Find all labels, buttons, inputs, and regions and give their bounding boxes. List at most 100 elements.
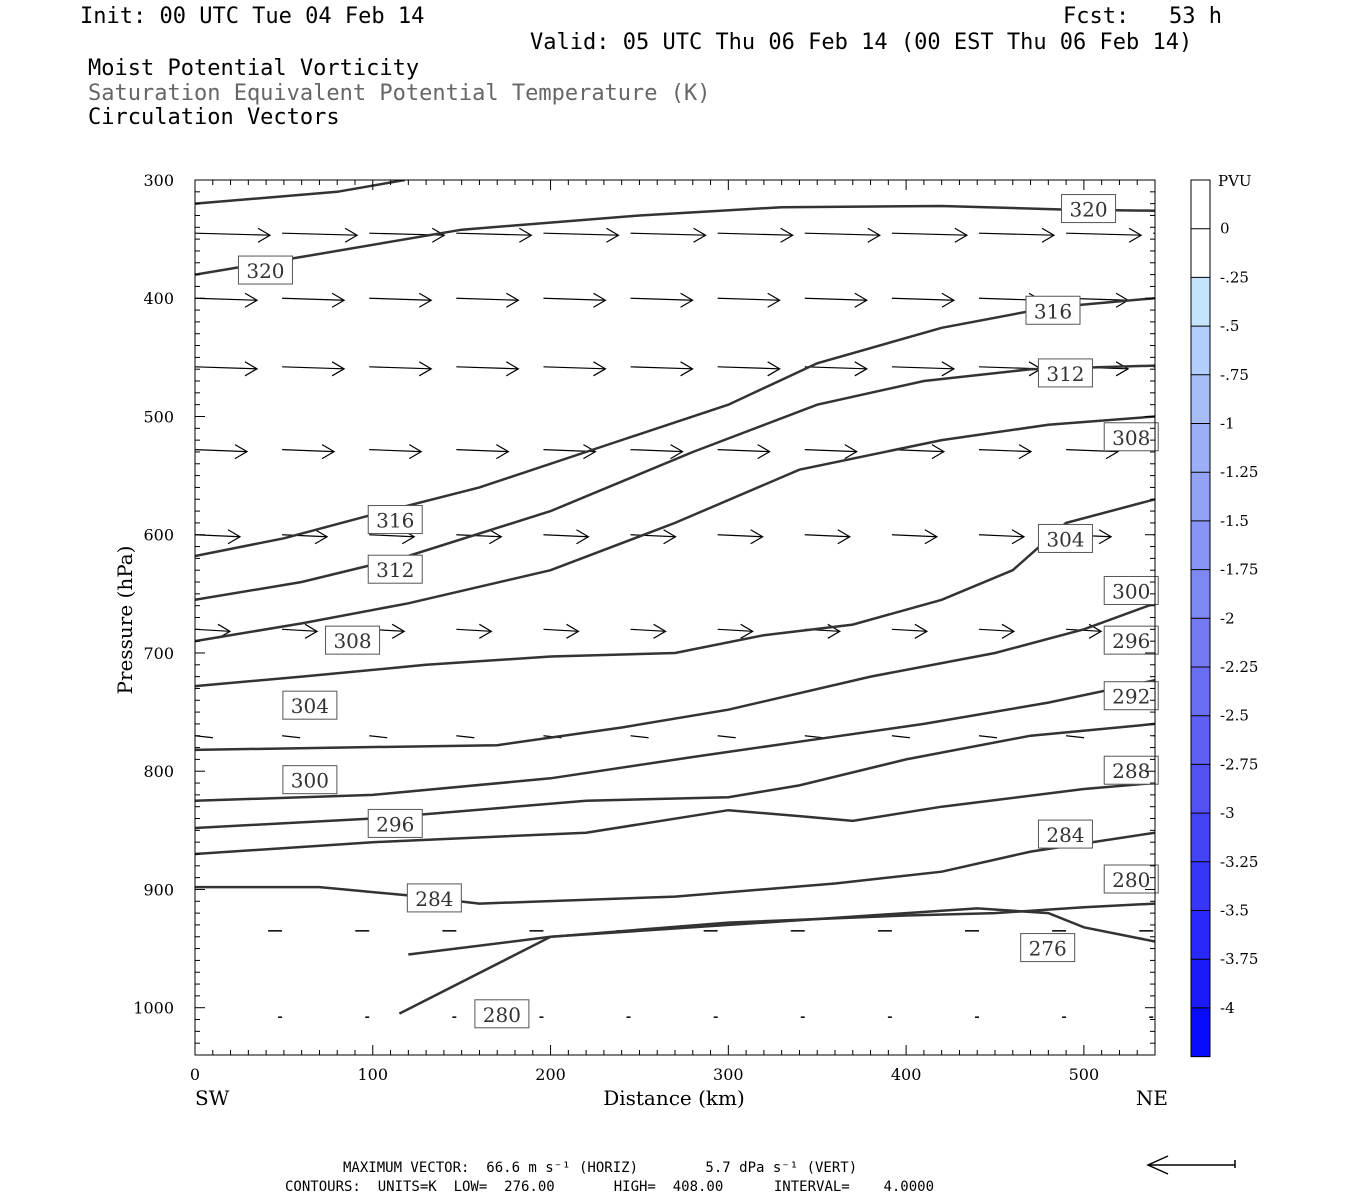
contour-line [195,180,406,205]
contour-label-box [1103,422,1159,452]
contour-label: 288 [1112,759,1150,783]
vector-arrowhead [1001,623,1016,639]
contour-label-box [1037,523,1093,553]
vector-arrow [630,297,693,301]
vector-arrow [369,366,432,370]
x-right-label: NE [1136,1086,1168,1110]
vector-arrowhead [780,227,794,243]
vector-arrowhead [227,529,242,545]
field-label-vectors: Circulation Vectors [88,105,340,130]
vector-arrow [717,366,780,370]
vector-arrowhead [693,227,707,243]
contour-label: 284 [1046,823,1084,847]
vector-arrowhead [431,227,446,243]
colorbar-unit: PVU [1218,172,1252,190]
vector-arrowhead [519,227,533,243]
x-tick-label: 100 [358,1065,389,1084]
vector-arrow [1066,232,1142,236]
colorbar-tick-label: -.5 [1220,317,1239,335]
vector-arrowhead [914,623,929,639]
vector-arrow [282,297,345,301]
vector-arrow [195,232,271,236]
vector-arrowhead [867,227,881,243]
colorbar-tick-label: 0 [1220,220,1230,238]
vector-arrow [804,534,850,538]
vector-arrow [630,534,676,538]
y-tick-label: 900 [143,880,174,899]
vector-arrow [543,366,606,370]
vector-arrow [456,366,519,370]
contour-label-box [1037,358,1093,388]
colorbar-tick-label: -1.75 [1220,561,1258,579]
contour-line [195,781,1155,856]
vector-arrow [891,297,954,301]
vector-arrow [804,366,867,370]
vector-arrowhead [479,623,493,639]
vector-arrowhead [663,529,677,545]
contour-label-box [1103,575,1159,605]
y-tick-label: 700 [143,644,174,663]
contour-label-box [237,255,293,285]
colorbar-swatch [1191,959,1210,1009]
colorbar-swatch [1191,910,1210,960]
vector-arrowhead [844,444,858,460]
vector-arrow [717,448,770,453]
contour-label-box [1103,864,1159,894]
vector-arrowhead [1176,624,1188,638]
y-axis: 300 400 500 600 700 800 900 1000 [133,171,174,1018]
vector-arrowhead [1018,444,1033,460]
contour-line [195,722,1155,830]
contour-label: 296 [376,812,414,836]
vector-arrow [891,735,910,739]
vector-arrowhead [653,623,667,639]
contour-label: 320 [246,259,284,283]
contour-label: 308 [333,629,371,653]
contour-label: 308 [1112,426,1150,450]
contour-label-box [367,808,423,838]
colorbar-tick-label: -1.25 [1220,463,1258,481]
vector-arrowhead [680,361,694,377]
field-label-mpv: Moist Potential Vorticity [88,56,420,81]
vector-arrowhead [854,361,868,377]
vector-arrowhead [257,227,272,243]
y-tick-label: 400 [143,289,174,308]
contour-line [408,907,1155,956]
vector-arrow [543,297,606,301]
vector-arrow [282,448,335,453]
contour-label: 292 [1112,685,1150,709]
vector-arrow [456,297,519,301]
vector-arrowhead [1011,529,1026,545]
vector-arrow [195,366,258,370]
contour-label-box [1020,933,1076,963]
vector-arrowhead [931,444,946,460]
vector-arrowhead [606,227,620,243]
vector-arrow [1066,735,1085,739]
contour-label: 304 [1046,527,1084,551]
vector-arrowhead [750,529,764,545]
contour-label-box [325,625,381,655]
vector-arrow [456,735,475,739]
vector-arrowhead [576,529,590,545]
contour-label-box [406,883,462,913]
vector-arrowhead [583,444,597,460]
y-tick-label: 600 [143,526,174,545]
colorbar-swatch [1191,374,1210,424]
vector-arrow [630,628,666,632]
vector-arrow [282,735,301,739]
colorbar-tick-label: -2.75 [1220,755,1258,773]
x-tick-label: 500 [1069,1065,1100,1084]
vector-arrowhead [391,623,406,639]
contour-line [195,678,1155,803]
vector-arrow [543,534,589,538]
contour-label-box [367,554,423,584]
vector-arrowhead [566,623,580,639]
vector-arrow [195,628,231,632]
vector-arrowhead [941,292,956,308]
contour-label: 316 [1034,299,1072,323]
vector-arrowhead [854,292,868,308]
vector-arrowhead [757,444,771,460]
contour-label-box [282,690,338,720]
reference-vector-arrow [1146,1155,1236,1175]
vector-arrowhead [304,623,319,639]
contour-label-box [1037,819,1093,849]
